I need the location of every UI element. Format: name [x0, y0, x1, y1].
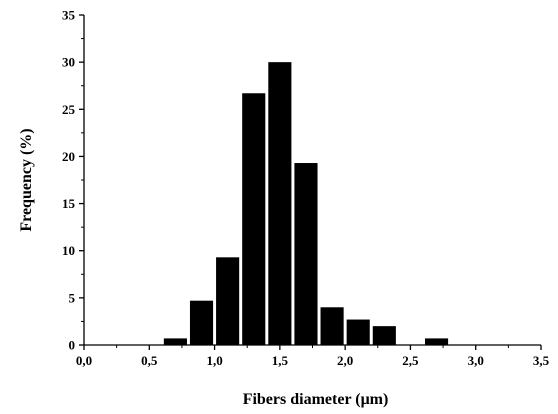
- histogram-bar: [320, 307, 344, 345]
- x-tick-label: 1,5: [272, 353, 289, 368]
- x-tick-label: 0,5: [141, 353, 158, 368]
- x-axis-title: Fibers diameter (μm): [243, 391, 389, 408]
- y-ticks-group: 0 5 10 15 20 25 30 35: [62, 8, 84, 353]
- bars-group: [163, 62, 449, 346]
- histogram-bar: [294, 163, 318, 345]
- histogram-bar: [242, 93, 266, 345]
- x-tick-label: 3,5: [533, 353, 550, 368]
- x-tick-label: 2,5: [402, 353, 419, 368]
- y-axis-title: Frequency (%): [18, 128, 35, 231]
- y-tick-label: 30: [62, 55, 75, 70]
- y-tick-label: 20: [62, 149, 75, 164]
- histogram-bar: [424, 338, 449, 345]
- x-ticks-group: 0,0 0,5 1,0 1,5 2,0 2,5 3,0 3,5: [76, 345, 550, 368]
- y-tick-label: 10: [62, 243, 75, 258]
- x-tick-label: 2,0: [337, 353, 353, 368]
- histogram-bar: [216, 257, 240, 345]
- y-tick-label: 15: [62, 196, 76, 211]
- histogram-bar: [268, 62, 292, 346]
- y-tick-label: 35: [62, 8, 76, 23]
- histogram-bar: [346, 319, 370, 345]
- histogram-bar: [189, 300, 214, 345]
- histogram-bar: [372, 326, 396, 345]
- x-tick-label: 0,0: [76, 353, 92, 368]
- x-tick-label: 1,0: [206, 353, 222, 368]
- x-tick-label: 3,0: [468, 353, 484, 368]
- y-tick-label: 5: [69, 290, 76, 305]
- y-tick-label: 0: [69, 338, 76, 353]
- histogram-bar: [163, 338, 187, 345]
- y-tick-label: 25: [62, 102, 76, 117]
